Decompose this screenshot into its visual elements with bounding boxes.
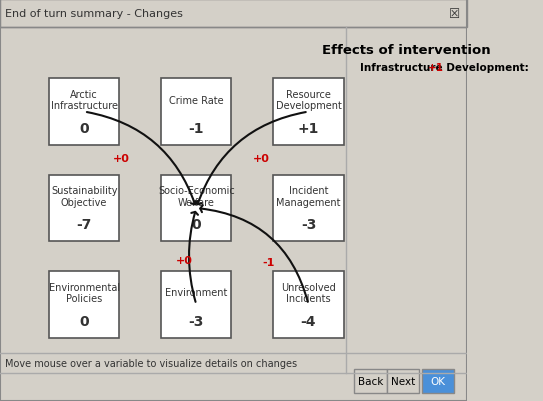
Text: -7: -7 [77, 218, 92, 231]
Text: End of turn summary - Changes: End of turn summary - Changes [5, 9, 182, 19]
Text: Move mouse over a variable to visualize details on changes: Move mouse over a variable to visualize … [5, 358, 297, 368]
FancyBboxPatch shape [49, 272, 119, 338]
Text: Resource
Development: Resource Development [275, 89, 342, 111]
Text: Socio-Economic
Welfare: Socio-Economic Welfare [158, 186, 235, 207]
Text: Arctic
Infrastructure: Arctic Infrastructure [50, 89, 118, 111]
Text: +1: +1 [428, 63, 444, 73]
FancyBboxPatch shape [422, 369, 454, 393]
FancyBboxPatch shape [274, 79, 344, 146]
FancyBboxPatch shape [354, 369, 387, 393]
FancyBboxPatch shape [387, 369, 419, 393]
Text: -1: -1 [188, 122, 204, 135]
Text: Crime Rate: Crime Rate [169, 95, 224, 105]
FancyBboxPatch shape [49, 79, 119, 146]
Text: +0: +0 [176, 256, 193, 265]
Text: Environmental
Policies: Environmental Policies [48, 282, 119, 304]
Text: Infrastructure Development:: Infrastructure Development: [360, 63, 532, 73]
Text: +1: +1 [298, 122, 319, 135]
FancyBboxPatch shape [274, 176, 344, 241]
Text: Environment: Environment [165, 288, 228, 298]
Text: -3: -3 [188, 314, 204, 328]
Text: 0: 0 [79, 314, 89, 328]
Text: Incident
Management: Incident Management [276, 186, 341, 207]
FancyBboxPatch shape [49, 176, 119, 241]
Text: Unresolved
Incidents: Unresolved Incidents [281, 282, 336, 304]
FancyBboxPatch shape [161, 176, 231, 241]
Text: -3: -3 [301, 218, 316, 231]
Text: Next: Next [391, 376, 415, 386]
Text: +0: +0 [254, 154, 270, 163]
Text: 0: 0 [192, 218, 201, 231]
Text: ☒: ☒ [449, 8, 460, 20]
Text: -1: -1 [263, 258, 275, 267]
Text: Back: Back [358, 376, 383, 386]
Text: Sustainability
Objective: Sustainability Objective [51, 186, 117, 207]
FancyBboxPatch shape [274, 272, 344, 338]
Text: OK: OK [431, 376, 446, 386]
FancyBboxPatch shape [161, 79, 231, 146]
FancyBboxPatch shape [161, 272, 231, 338]
FancyBboxPatch shape [0, 0, 468, 28]
Text: +0: +0 [113, 154, 130, 163]
Text: Effects of intervention: Effects of intervention [323, 44, 491, 57]
Text: -4: -4 [301, 314, 316, 328]
Text: 0: 0 [79, 122, 89, 135]
